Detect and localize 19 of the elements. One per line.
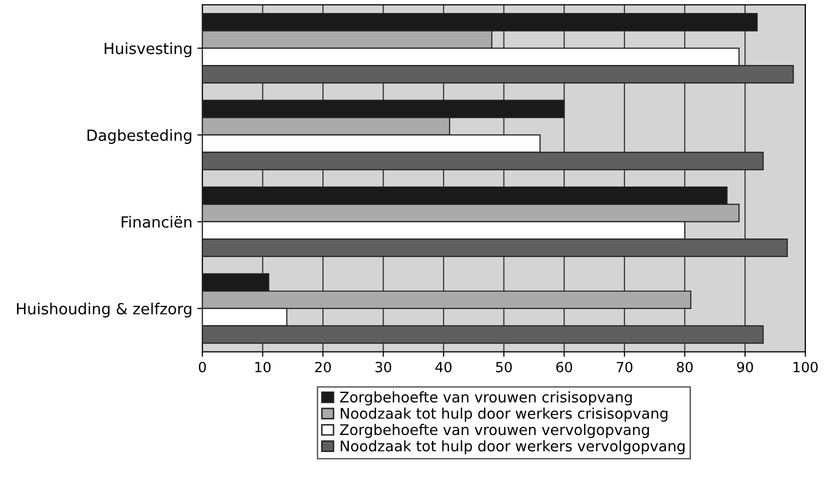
x-tick-label: 20 [315,362,331,372]
x-tick-label: 10 [255,362,271,372]
x-tick-label: 100 [794,362,818,372]
x-tick-label: 30 [375,362,392,372]
y-tick-label: Financiën [122,216,192,228]
x-tick-label: 90 [737,362,753,372]
legend-label: Zorgbehoefte van vrouwen crisisopvang [340,391,632,406]
x-tick-label: 60 [556,362,572,372]
y-tick-label: Dagbesteding [88,129,192,144]
y-tick-label: Huisvesting [104,42,192,58]
x-tick-label: 40 [435,362,452,372]
y-tick-label: Huishouding & zelfzorg [16,302,192,318]
x-tick-label: 70 [616,362,632,372]
x-tick-label: 80 [676,362,693,372]
legend-label: Zorgbehoefte van vrouwen vervolgopvang [340,424,649,438]
legend-label: Noodzaak tot hulp door werkers crisisopvang [340,408,668,422]
x-tick-label: 0 [198,362,206,372]
x-tick-label: 50 [496,362,512,372]
legend-label: Noodzaak tot hulp door werkers vervolgopvang [340,440,685,454]
